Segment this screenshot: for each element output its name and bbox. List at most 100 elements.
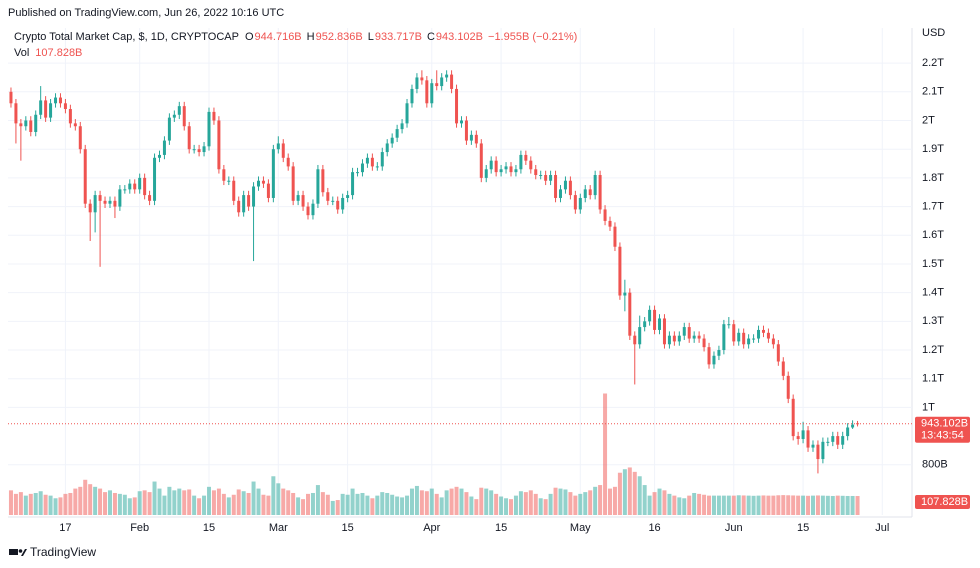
x-tick-label: Mar (269, 522, 288, 534)
volume-bar (781, 495, 786, 515)
volume-bar (850, 495, 855, 515)
candle-body (707, 347, 711, 365)
candle-body (172, 114, 176, 118)
candle-body (682, 327, 686, 336)
volume-bar (657, 488, 662, 515)
candle-body (445, 74, 449, 78)
volume-bar (197, 498, 202, 515)
volume-bar (266, 495, 271, 515)
candle-body (44, 100, 48, 118)
candle-body (148, 195, 152, 201)
candle-body (58, 97, 62, 104)
candle-body (687, 327, 691, 339)
volume-bar (731, 495, 736, 515)
candle-body (276, 143, 280, 150)
candle-body (692, 335, 696, 339)
volume-bar (707, 495, 712, 515)
volume-bar (489, 490, 494, 515)
volume-bar (211, 490, 216, 515)
volume-bar (494, 493, 499, 515)
y-tick-label: 800B (922, 459, 948, 471)
candle-body (573, 195, 577, 210)
candle-body (232, 180, 236, 201)
candle-body (63, 103, 67, 110)
volume-bar (395, 496, 400, 515)
candle-body (138, 177, 142, 190)
candle-body (202, 146, 206, 153)
candle-body (588, 189, 592, 196)
candle-body (831, 436, 835, 442)
candle-body (618, 246, 622, 296)
volume-bar (642, 485, 647, 515)
candle-body (157, 154, 161, 158)
volume-bar (271, 476, 276, 515)
y-tick-label: 1.5T (922, 258, 944, 270)
volume-bar (845, 495, 850, 515)
symbol-title: Crypto Total Market Cap, $, 1D, CRYPTOCA… (14, 31, 239, 43)
volume-bar (746, 495, 751, 515)
candle-body (19, 123, 23, 127)
volume-bar (677, 497, 682, 515)
volume-bar (132, 497, 137, 515)
candle-body (113, 200, 117, 207)
volume-bar (419, 490, 424, 515)
candle-body (68, 109, 72, 124)
candle-body (266, 183, 270, 198)
candle-body (410, 88, 414, 104)
volume-bar (167, 486, 172, 515)
candle-body (459, 120, 463, 124)
volume-bar (192, 495, 197, 515)
volume-bar (474, 499, 479, 515)
candle-body (306, 206, 310, 216)
volume-bar (855, 496, 860, 515)
candle-body (519, 154, 523, 170)
volume-bar (8, 490, 13, 515)
volume-bar (103, 492, 108, 515)
ohlc-key: C (427, 31, 435, 43)
volume-bar (400, 497, 405, 515)
volume-bar (771, 495, 776, 515)
volume-bar (553, 487, 558, 515)
candle-body (400, 123, 404, 130)
candle-body (197, 149, 201, 153)
candle-body (563, 180, 567, 190)
candle-body (667, 335, 671, 345)
volume-bar (484, 488, 489, 515)
volume-bar (697, 493, 702, 515)
candle-body (242, 195, 246, 213)
ohlc-value: 944.716B (255, 31, 302, 43)
candle-body (811, 444, 815, 448)
ohlc-key: L (368, 31, 374, 43)
volume-bar (276, 483, 281, 515)
candle-body (29, 120, 33, 132)
candle-body (365, 157, 369, 164)
volume-bar (43, 494, 48, 515)
candle-body (578, 197, 582, 210)
candle-body (722, 324, 726, 351)
candle-body (9, 91, 13, 104)
candle-body (544, 175, 548, 181)
candle-body (653, 309, 657, 330)
candle-body (737, 332, 741, 342)
candle-body (301, 195, 305, 207)
volume-bar (761, 495, 766, 515)
logo-mark (9, 549, 18, 555)
volume-bar (622, 469, 627, 515)
candle-body (336, 200, 340, 210)
legend: Crypto Total Market Cap, $, 1D, CRYPTOCA… (14, 31, 577, 59)
candle-body (712, 355, 716, 365)
candle-body (489, 160, 493, 170)
volume-bar (38, 491, 43, 515)
y-tick-label: 1.7T (922, 200, 944, 212)
candle-body (93, 195, 97, 213)
candle-body (118, 189, 122, 207)
candle-body (346, 195, 350, 198)
y-tick-label: 1.9T (922, 143, 944, 155)
y-tick-label: 2T (922, 114, 935, 126)
volume-bar (840, 495, 845, 515)
candle-body (771, 338, 775, 345)
volume-bar (806, 495, 811, 515)
candle-body (331, 200, 335, 202)
candle-body (732, 324, 736, 342)
candle-body (321, 169, 325, 193)
